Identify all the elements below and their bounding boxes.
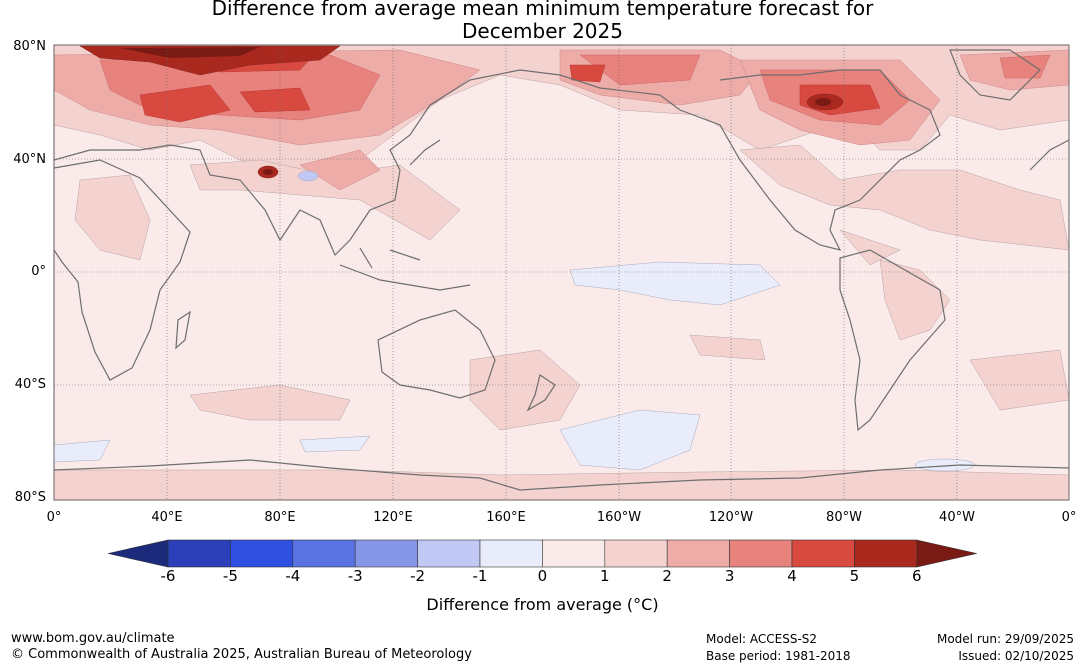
lon-label-160e: 160°E — [486, 510, 526, 525]
map-title-line2: December 2025 — [462, 19, 623, 43]
coastline-south-america — [839, 249, 946, 432]
legend-tick-label: -1 — [472, 567, 488, 585]
anomaly-band-6-plus — [120, 47, 831, 175]
coastline-eurasia — [53, 69, 681, 257]
coastline-australia — [377, 309, 496, 399]
map-title: Difference from average mean minimum tem… — [0, 0, 1085, 43]
lon-label-0-east: 0° — [1061, 510, 1077, 525]
legend-tick-label: -2 — [410, 567, 426, 585]
map-title-line1: Difference from average mean minimum tem… — [211, 0, 874, 20]
legend-tick-label: -6 — [160, 567, 176, 585]
legend-swatch — [167, 539, 231, 568]
color-legend — [107, 539, 977, 568]
anomaly-region-taimyr — [239, 87, 311, 113]
anomaly-map — [53, 44, 1070, 501]
anomaly-band-neg — [53, 170, 976, 472]
anomaly-region-tibet-peak — [263, 169, 273, 175]
anomaly-region-ural — [139, 84, 231, 123]
legend-bar — [107, 539, 977, 568]
lon-label-40e: 40°E — [151, 510, 183, 525]
legend-swatch — [854, 539, 918, 568]
anomaly-region-equatorial-pacific — [569, 261, 781, 306]
footer-issued: Issued: 02/10/2025 — [958, 649, 1074, 663]
lon-label-120e: 120°E — [373, 510, 413, 525]
legend-tick-label: 5 — [849, 567, 860, 585]
anomaly-region-chukotka — [569, 64, 606, 83]
legend-arrow-high — [916, 539, 977, 568]
anomaly-region-asia-mid — [189, 159, 461, 241]
coastline-new-zealand — [526, 374, 556, 412]
legend-swatch — [354, 539, 418, 568]
legend-swatch — [604, 539, 668, 568]
legend-tick-label: 4 — [787, 567, 797, 585]
legend-tick-label: 2 — [662, 567, 672, 585]
lat-label-80s: 80°S — [14, 490, 46, 505]
coastline-africa — [53, 159, 191, 381]
coastline-antarctica — [53, 459, 1070, 491]
lat-label-40n: 40°N — [13, 152, 46, 167]
lat-label-80n: 80°N — [13, 39, 46, 54]
legend-swatch — [542, 539, 606, 568]
anomaly-region-kara-sea — [79, 45, 341, 76]
coastlines — [53, 49, 1070, 491]
legend-tick-label: 3 — [724, 567, 735, 585]
legend-tick-label: -5 — [222, 567, 238, 585]
coastline-madagascar — [175, 310, 191, 350]
footer-model: Model: ACCESS-S2 — [706, 632, 818, 646]
lon-label-80w: 80°W — [826, 510, 862, 525]
lat-label-equator: 0° — [31, 264, 46, 279]
anomaly-region-tibet-cool — [297, 170, 319, 182]
graticule — [54, 45, 1069, 500]
legend-swatch — [292, 539, 356, 568]
legend-swatch — [791, 539, 855, 568]
legend-swatch — [729, 539, 793, 568]
anomaly-region-atlantic-north — [839, 229, 901, 266]
lon-label-40w: 40°W — [939, 510, 975, 525]
coastline-indonesia — [339, 247, 471, 291]
legend-tick-label: 1 — [600, 567, 610, 585]
anomaly-region-pacific-south — [689, 334, 766, 361]
anomaly-region-southern-indian — [299, 435, 371, 453]
anomaly-region-north-america — [739, 144, 1070, 251]
legend-swatch — [230, 539, 294, 568]
anomaly-region-hudson-peak — [815, 98, 831, 106]
lon-label-80e: 80°E — [264, 510, 296, 525]
anomaly-region-arctic-ne — [579, 54, 701, 86]
anomaly-region-africa — [74, 174, 151, 261]
legend-tick-label: -4 — [285, 567, 301, 585]
legend-arrow-low — [107, 539, 169, 568]
footer-copyright: © Commonwealth of Australia 2025, Austra… — [11, 647, 472, 662]
anomaly-region-central-asia — [299, 149, 381, 191]
anomaly-region-south-america — [879, 259, 951, 341]
lon-label-160w: 160°W — [596, 510, 642, 525]
coastline-japan — [409, 139, 441, 166]
legend-title: Difference from average (°C) — [426, 595, 659, 614]
coastline-north-america — [679, 69, 941, 251]
legend-tick-label: -3 — [347, 567, 363, 585]
coastline-europe-west — [1029, 139, 1070, 171]
lat-label-40s: 40°S — [14, 377, 46, 392]
footer-model-run: Model run: 29/09/2025 — [936, 632, 1074, 646]
legend-tick-label: 0 — [537, 567, 548, 585]
map-frame — [53, 44, 1070, 501]
anomaly-region-south-pacific — [559, 409, 701, 471]
coastline-greenland — [949, 49, 1041, 101]
legend-swatch — [666, 539, 730, 568]
footer-base-period: Base period: 1981-2018 — [706, 649, 851, 663]
anomaly-region-australia — [469, 349, 581, 431]
legend-swatch — [417, 539, 481, 568]
legend-swatch — [479, 539, 543, 568]
lon-label-120w: 120°W — [708, 510, 754, 525]
footer-url: www.bom.gov.au/climate — [11, 631, 175, 646]
legend-tick-label: 6 — [912, 567, 922, 585]
lon-label-0-west: 0° — [46, 510, 62, 525]
anomaly-region-kara-peak — [120, 47, 260, 58]
